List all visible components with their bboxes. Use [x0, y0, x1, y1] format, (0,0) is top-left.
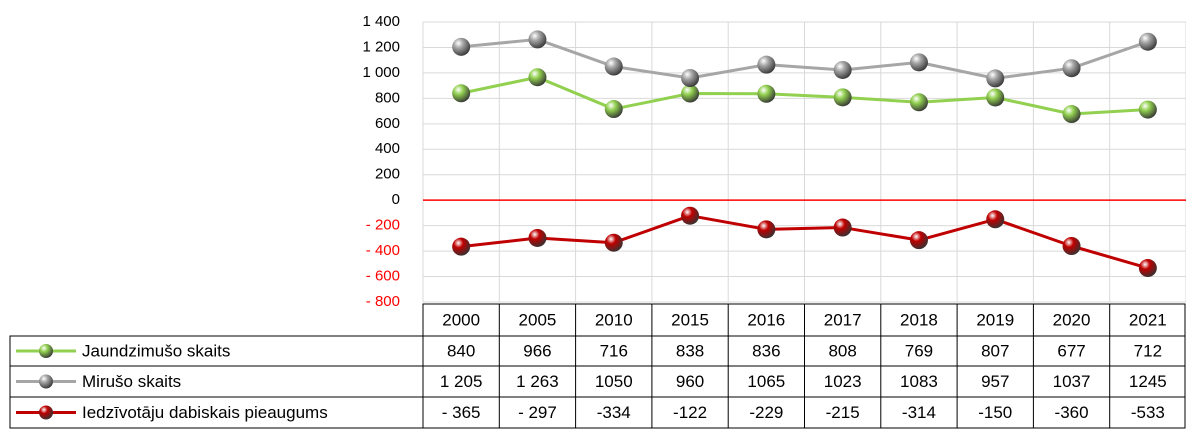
table-value: -334 — [597, 403, 631, 422]
y-tick-label: - 400 — [366, 242, 400, 259]
marker — [528, 30, 547, 49]
table-value: 712 — [1134, 341, 1162, 360]
table-value: -122 — [673, 403, 707, 422]
table-value: 716 — [600, 341, 628, 360]
legend-label: Jaundzimušo skaits — [82, 341, 230, 360]
marker — [986, 69, 1005, 88]
x-tick-label: 2021 — [1129, 310, 1167, 329]
x-tick-label: 2018 — [900, 310, 938, 329]
marker — [604, 233, 623, 252]
marker — [757, 55, 776, 74]
legend-marker — [39, 405, 53, 420]
x-tick-label: 2019 — [976, 310, 1014, 329]
x-tick-label: 2010 — [595, 310, 633, 329]
table-value: 1083 — [900, 372, 938, 391]
y-tick-label: 0 — [392, 191, 400, 208]
table-value: 838 — [676, 341, 704, 360]
x-tick-label: 2016 — [747, 310, 785, 329]
table-value: 966 — [523, 341, 551, 360]
table-value: 808 — [828, 341, 856, 360]
table-value: 836 — [752, 341, 780, 360]
table-value: - 365 — [442, 403, 481, 422]
table-value: 677 — [1057, 341, 1085, 360]
marker — [528, 68, 547, 87]
y-tick-label: - 200 — [366, 217, 400, 234]
marker — [681, 84, 700, 103]
x-tick-label: 2015 — [671, 310, 709, 329]
marker — [909, 93, 928, 112]
y-tick-label: 1 200 — [362, 38, 400, 55]
marker — [1138, 32, 1157, 51]
legend-marker — [39, 344, 53, 358]
marker — [986, 210, 1005, 229]
table-value: 1050 — [595, 372, 633, 391]
marker — [833, 60, 852, 79]
y-tick-label: 600 — [375, 115, 400, 132]
series-line — [460, 75, 1148, 116]
x-tick-label: 2017 — [824, 310, 862, 329]
table-value: -533 — [1131, 403, 1165, 422]
marker — [1062, 237, 1081, 255]
marker — [757, 84, 776, 103]
y-tick-label: 400 — [375, 140, 400, 157]
legend-label: Mirušo skaits — [82, 372, 181, 391]
marker — [1062, 105, 1081, 124]
marker — [452, 237, 471, 256]
series-line — [461, 37, 1149, 80]
table-value: -215 — [826, 403, 860, 422]
table-value: 957 — [981, 372, 1009, 391]
table-value: -360 — [1055, 403, 1089, 422]
table-value: 1023 — [824, 372, 862, 391]
table-value: 840 — [447, 341, 475, 360]
legend-label: Iedzīvotāju dabiskais pieaugums — [82, 403, 328, 422]
marker — [833, 88, 852, 107]
y-tick-label: 1 400 — [362, 13, 400, 30]
table-value: 807 — [981, 341, 1009, 360]
y-tick-label: - 800 — [366, 293, 400, 310]
y-tick-label: 1 000 — [362, 64, 400, 81]
marker — [909, 53, 928, 72]
series-line — [460, 214, 1149, 270]
table-value: 1245 — [1129, 372, 1167, 391]
table-value: 1037 — [1053, 372, 1091, 391]
marker — [986, 88, 1005, 107]
marker — [1062, 59, 1081, 78]
x-tick-label: 2000 — [442, 310, 480, 329]
y-tick-label: 800 — [375, 89, 400, 106]
table-value: - 297 — [518, 403, 557, 422]
marker — [604, 100, 623, 119]
table-value: -314 — [902, 403, 936, 422]
marker — [909, 231, 928, 250]
marker — [528, 228, 547, 247]
table-value: -150 — [978, 403, 1012, 422]
table-value: 1065 — [747, 372, 785, 391]
table-value: 769 — [905, 341, 933, 360]
legend-marker — [39, 374, 53, 389]
marker — [452, 37, 471, 56]
table-value: 1 263 — [516, 372, 559, 391]
marker — [1138, 259, 1157, 278]
table-value: 1 205 — [440, 372, 483, 391]
marker — [681, 206, 700, 225]
marker — [452, 84, 471, 103]
marker — [681, 69, 700, 87]
table-value: -229 — [749, 403, 783, 422]
table-value: 960 — [676, 372, 704, 391]
y-tick-label: 200 — [375, 166, 400, 183]
x-tick-label: 2005 — [519, 310, 557, 329]
marker — [604, 57, 623, 76]
y-tick-label: - 600 — [366, 268, 400, 285]
x-tick-label: 2020 — [1053, 310, 1091, 329]
marker — [833, 218, 852, 237]
marker — [757, 220, 776, 239]
table-row-border — [9, 396, 1186, 429]
marker — [1138, 100, 1157, 119]
